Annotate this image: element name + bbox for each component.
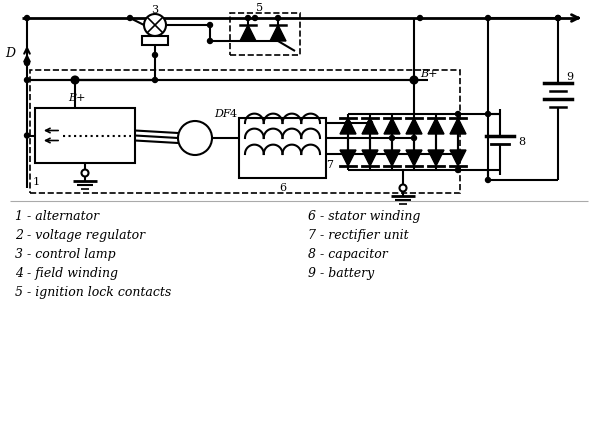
Circle shape [556, 16, 560, 21]
Bar [30, 70, 460, 193]
Circle shape [367, 121, 373, 125]
Polygon shape [450, 118, 466, 134]
Circle shape [455, 168, 461, 172]
Circle shape [455, 151, 461, 156]
Circle shape [152, 78, 157, 82]
Text: D+: D+ [47, 122, 65, 133]
Text: 6: 6 [279, 183, 286, 193]
Text: 5: 5 [256, 3, 263, 13]
Circle shape [152, 52, 157, 57]
Text: 5 - ignition lock contacts: 5 - ignition lock contacts [15, 286, 171, 299]
Circle shape [275, 16, 281, 21]
Text: 9 - battery: 9 - battery [308, 267, 374, 280]
Circle shape [485, 177, 491, 182]
Text: 4 - field winding: 4 - field winding [15, 267, 118, 280]
Polygon shape [270, 25, 286, 41]
Polygon shape [362, 118, 378, 134]
Text: 9: 9 [566, 72, 573, 82]
Circle shape [25, 78, 29, 82]
Circle shape [433, 151, 439, 156]
Circle shape [128, 16, 133, 21]
Polygon shape [450, 150, 466, 166]
Circle shape [208, 39, 212, 43]
Bar [35, 108, 135, 163]
Circle shape [25, 60, 29, 65]
Text: 7 - rectifier unit: 7 - rectifier unit [308, 229, 409, 242]
Text: 1 - alternator: 1 - alternator [15, 210, 99, 223]
Circle shape [418, 16, 422, 21]
Polygon shape [406, 118, 422, 134]
Text: B+: B+ [420, 69, 437, 79]
Polygon shape [340, 150, 356, 166]
Polygon shape [384, 118, 400, 134]
Polygon shape [384, 150, 400, 166]
Polygon shape [340, 118, 356, 134]
Circle shape [412, 78, 416, 82]
Circle shape [412, 135, 416, 141]
Bar [142, 35, 168, 44]
Circle shape [82, 169, 89, 177]
Circle shape [346, 121, 350, 125]
Text: B+: B+ [68, 93, 86, 103]
Bar [239, 118, 326, 178]
Polygon shape [428, 118, 444, 134]
Polygon shape [428, 150, 444, 166]
Circle shape [410, 77, 418, 83]
Text: 2: 2 [43, 111, 50, 121]
Text: 4: 4 [230, 109, 237, 119]
Circle shape [144, 14, 166, 36]
Text: 2 - voltage regulator: 2 - voltage regulator [15, 229, 145, 242]
Text: 3 - control lamp: 3 - control lamp [15, 248, 116, 261]
Polygon shape [362, 150, 378, 166]
Circle shape [25, 16, 29, 21]
Text: 1: 1 [33, 177, 40, 187]
Circle shape [389, 135, 395, 141]
Circle shape [556, 16, 560, 21]
Text: 6 - stator winding: 6 - stator winding [308, 210, 421, 223]
Circle shape [245, 16, 251, 21]
Text: 8: 8 [518, 137, 525, 147]
Circle shape [71, 77, 79, 83]
Circle shape [178, 121, 212, 155]
Text: DF: DF [214, 109, 230, 119]
Text: D: D [5, 47, 15, 60]
Text: 3: 3 [151, 5, 158, 15]
Circle shape [25, 133, 29, 138]
Polygon shape [406, 150, 422, 166]
Text: 8 - capacitor: 8 - capacitor [308, 248, 388, 261]
Circle shape [455, 112, 461, 116]
Circle shape [485, 112, 491, 116]
Circle shape [400, 185, 407, 191]
Circle shape [253, 16, 257, 21]
Circle shape [73, 78, 77, 82]
Circle shape [485, 16, 491, 21]
Circle shape [208, 22, 212, 27]
Bar [230, 13, 300, 55]
Text: 7: 7 [326, 160, 333, 170]
Polygon shape [240, 25, 256, 41]
